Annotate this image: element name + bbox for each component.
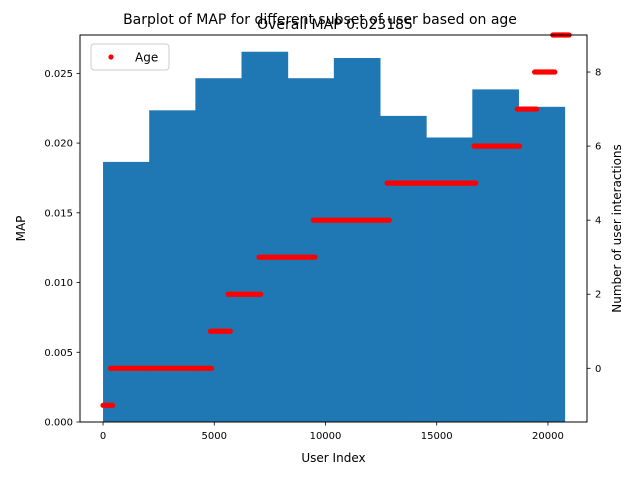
y-left-tick-label-1: 0.005	[44, 348, 73, 359]
y-axis-left-label: MAP	[14, 216, 28, 242]
y-left-tick-label-2: 0.010	[44, 278, 73, 289]
bar-6	[379, 115, 427, 423]
x-axis: 0 5000 10000 15000 20000	[100, 422, 564, 442]
bar-8	[472, 89, 519, 422]
bar-1	[149, 110, 196, 422]
chart-subtitle: Overall MAP 0.023185	[257, 17, 413, 33]
y-right-tick-label-4: 8	[595, 68, 601, 79]
y-axis-left: 0.000 0.005 0.010 0.015 0.020 0.025	[44, 69, 80, 429]
x-tick-label-3: 15000	[421, 431, 453, 442]
y-axis-right-label: Number of user interactions	[610, 144, 624, 313]
y-left-tick-label-3: 0.015	[44, 208, 73, 219]
x-tick-label-0: 0	[100, 431, 106, 442]
bar-2	[195, 78, 243, 423]
bar-3	[241, 51, 289, 422]
y-left-tick-label-4: 0.020	[44, 139, 73, 150]
y-axis-right: 0 2 4 6 8	[587, 68, 601, 375]
y-left-tick-label-5: 0.025	[44, 69, 73, 80]
y-right-tick-label-1: 2	[595, 290, 601, 301]
chart-title: Barplot of MAP for different subset of u…	[123, 12, 517, 28]
y-right-tick-label-2: 4	[595, 216, 601, 227]
bar-4	[287, 78, 335, 423]
bar-7	[426, 137, 473, 423]
age-markers-group	[100, 32, 572, 408]
x-tick-label-1: 5000	[202, 431, 227, 442]
y-right-tick-label-3: 6	[595, 142, 601, 153]
x-tick-label-2: 10000	[310, 431, 342, 442]
legend: Age	[90, 43, 170, 71]
legend-label: Age	[135, 51, 158, 65]
bar-0	[103, 161, 150, 422]
y-right-tick-label-0: 0	[595, 364, 601, 375]
bar-9	[518, 106, 566, 422]
x-axis-label: User Index	[301, 451, 365, 465]
bar-5	[333, 58, 381, 423]
legend-box	[90, 43, 170, 71]
legend-marker-icon	[108, 54, 114, 60]
x-tick-label-4: 20000	[532, 431, 564, 442]
y-left-tick-label-0: 0.000	[44, 418, 73, 429]
plot-frame	[79, 34, 588, 423]
